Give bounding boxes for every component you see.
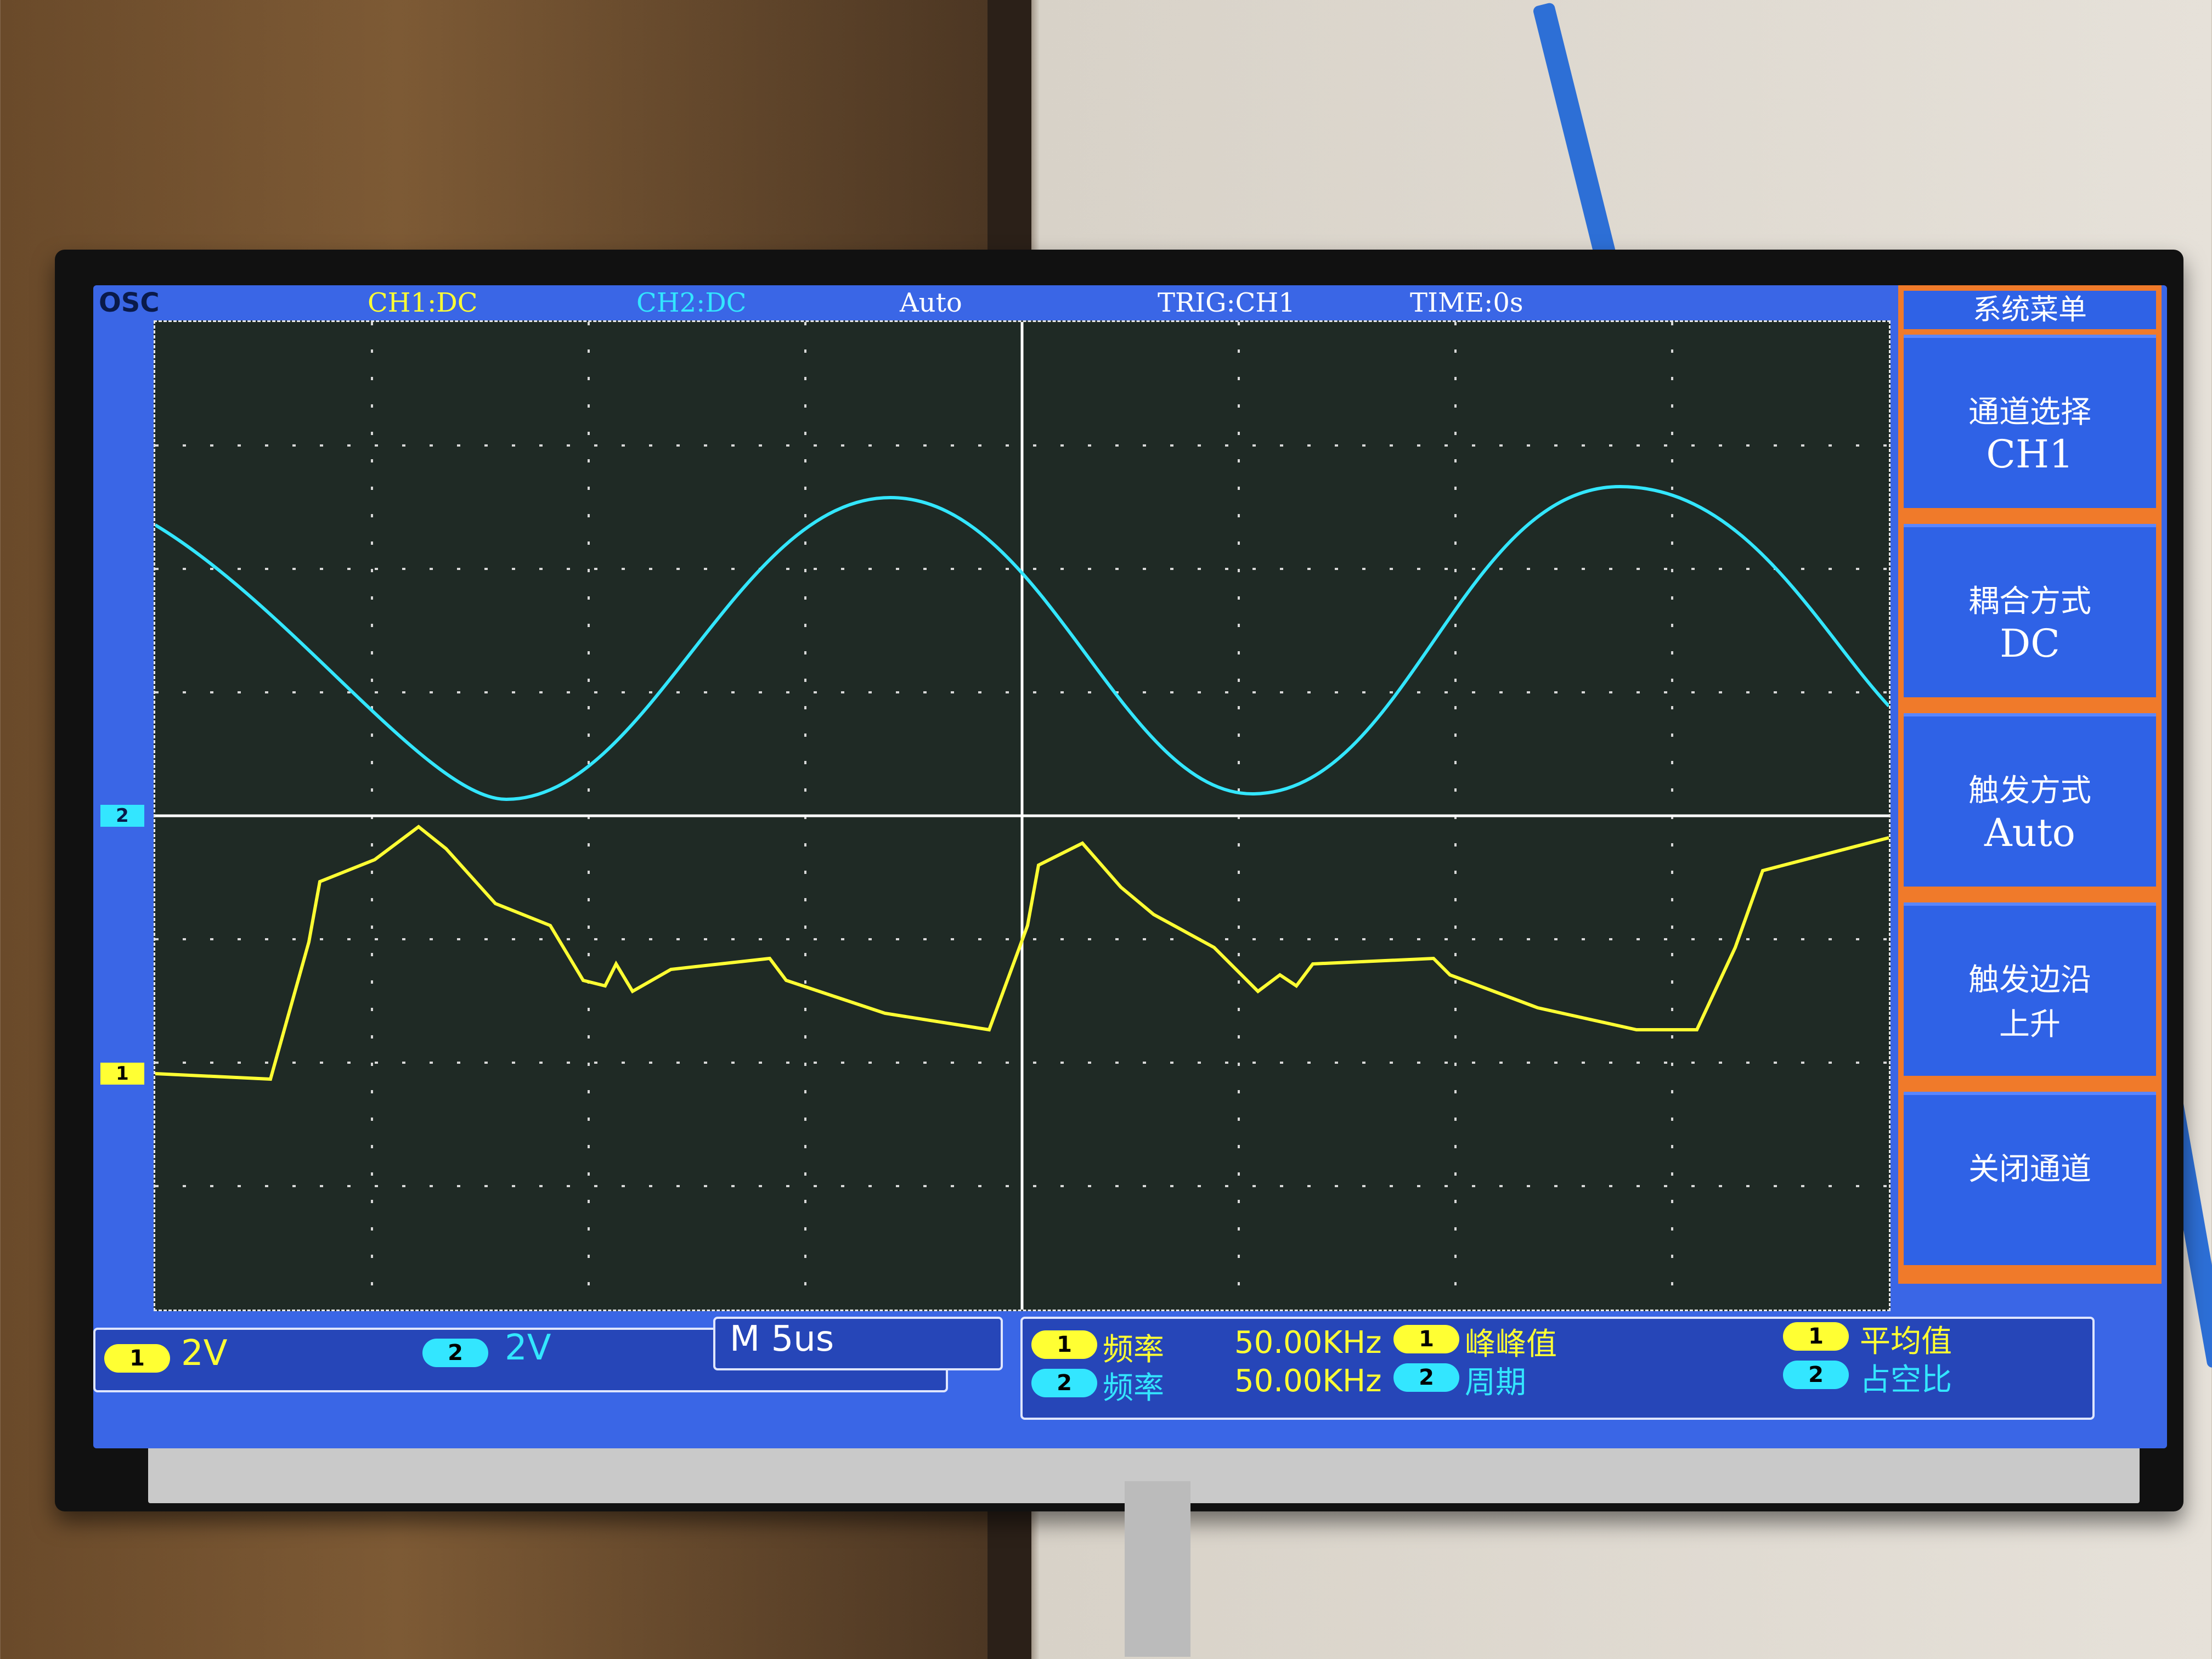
menu-item-label: 关闭通道 <box>1968 1152 2091 1187</box>
ch2-period-badge: 2 <box>1393 1363 1459 1392</box>
system-menu: 系统菜单 通道选择 CH1 耦合方式 DC 触发方式 Auto 触发边沿 上升 … <box>1898 285 2162 1284</box>
ch1-pkpk-badge: 1 <box>1393 1325 1459 1353</box>
menu-item-value: Auto <box>1984 810 2075 855</box>
ch2-scale: 2V <box>505 1328 551 1368</box>
ch2-level-marker[interactable]: 2 <box>100 805 144 827</box>
monitor-stand <box>1125 1481 1190 1657</box>
ch1-trace <box>155 825 1889 1081</box>
pkpk-label: 峰峰值 <box>1465 1327 1557 1362</box>
ch2-freq-label: 频率 <box>1103 1370 1164 1406</box>
trigger-source: TRIG:CH1 <box>1158 287 1295 318</box>
menu-channel-select[interactable]: 通道选择 CH1 <box>1904 335 2156 508</box>
waveform-plot[interactable]: 2 1 <box>100 320 1891 1311</box>
menu-item-value: 上升 <box>1999 1007 2061 1042</box>
ch1-freq-value: 50.00KHz <box>1234 1325 1382 1361</box>
ch1-level-marker[interactable]: 1 <box>100 1063 144 1085</box>
ch2-freq-value: 50.00KHz <box>1234 1363 1382 1399</box>
menu-item-value: DC <box>2000 621 2060 666</box>
ch1-freq-label: 频率 <box>1103 1332 1164 1368</box>
waveform-svg <box>154 322 1891 1310</box>
menu-item-label: 通道选择 <box>1968 394 2091 430</box>
menu-item-label: 耦合方式 <box>1968 584 2091 619</box>
ch2-duty-badge: 2 <box>1783 1361 1849 1389</box>
menu-coupling[interactable]: 耦合方式 DC <box>1904 524 2156 697</box>
menu-item-value: CH1 <box>1986 432 2074 477</box>
measure-box <box>1020 1317 2095 1420</box>
menu-trigger-edge[interactable]: 触发边沿 上升 <box>1904 902 2156 1076</box>
menu-close-channel[interactable]: 关闭通道 <box>1904 1092 2156 1265</box>
status-bar: OSC CH1:DC CH2:DC Auto TRIG:CH1 TIME:0s <box>93 285 1887 320</box>
ch2-sine-trace <box>154 484 1891 802</box>
menu-item-label: 触发边沿 <box>1968 962 2091 998</box>
timebase-box <box>713 1317 1003 1370</box>
timebase: M 5us <box>730 1319 834 1359</box>
ch1-badge: 1 <box>104 1344 170 1373</box>
period-label: 周期 <box>1465 1365 1526 1401</box>
osc-logo: OSC <box>99 287 160 318</box>
menu-trigger-mode[interactable]: 触发方式 Auto <box>1904 713 2156 887</box>
bottom-bar: 1 2V 2 2V M 5us 1 频率 50.00KHz 1 峰峰值 1 平均… <box>93 1317 2167 1448</box>
ch2-meas-badge: 2 <box>1031 1369 1097 1397</box>
ch1-avg-badge: 1 <box>1783 1322 1849 1351</box>
ch2-coupling: CH2:DC <box>636 287 747 318</box>
time-offset: TIME:0s <box>1410 287 1523 318</box>
duty-label: 占空比 <box>1860 1362 1952 1398</box>
trigger-mode: Auto <box>900 287 962 318</box>
ch1-scale: 2V <box>181 1333 228 1374</box>
ch1-coupling: CH1:DC <box>368 287 478 318</box>
ch1-meas-badge: 1 <box>1031 1330 1097 1359</box>
avg-label: 平均值 <box>1860 1324 1952 1359</box>
oscilloscope-screen: OSC CH1:DC CH2:DC Auto TRIG:CH1 TIME:0s … <box>93 285 2167 1448</box>
menu-title: 系统菜单 <box>1904 291 2156 329</box>
menu-item-label: 触发方式 <box>1968 773 2091 809</box>
ch2-badge: 2 <box>422 1339 488 1367</box>
